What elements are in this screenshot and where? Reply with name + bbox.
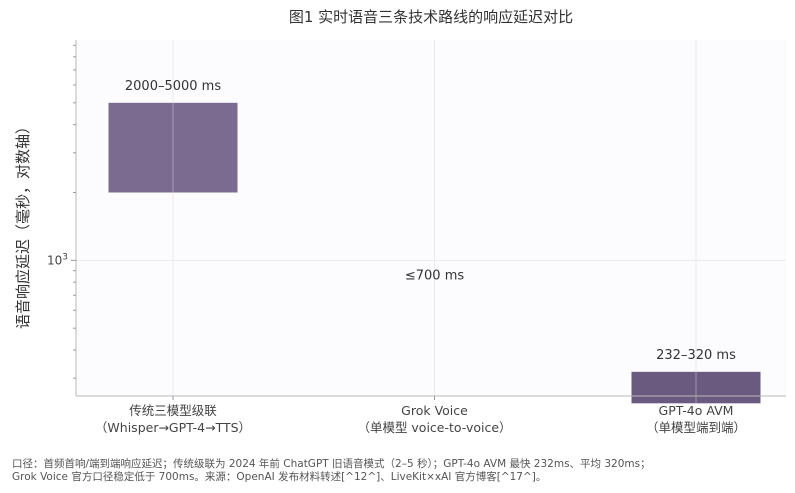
x-tick-sublabel: （单模型 voice-to-voice） [357,420,511,435]
grid [76,40,786,396]
x-tick-sublabel: （单模型端到端） [646,420,746,435]
data-labels: 2000–5000 ms ≤700 ms 232–320 ms [125,79,736,363]
y-axis-label: 语音响应延迟（毫秒，对数轴） [14,119,32,329]
chart-title: 图1 实时语音三条技术路线的响应延迟对比 [289,8,573,26]
y-tick-label: 103 [47,252,68,267]
source-note: 口径：首频首响/端到端响应延迟；传统级联为 2024 年前 ChatGPT 旧语… [12,458,782,484]
plot-area [76,40,786,396]
x-tick-sublabel: （Whisper→GPT-4→TTS） [95,420,251,435]
data-label: 2000–5000 ms [125,79,221,94]
range-bar [108,102,238,193]
data-label: 232–320 ms [656,348,736,363]
note-line-2: Grok Voice 官方口径稳定低于 700ms。来源：OpenAI 发布材料… [12,471,547,483]
x-tick-label: GPT-4o AVM [659,403,734,418]
data-label: ≤700 ms [405,268,465,283]
axes: 103 [47,40,786,400]
note-line-1: 口径：首频首响/端到端响应延迟；传统级联为 2024 年前 ChatGPT 旧语… [12,458,651,470]
x-tick-label: Grok Voice [401,403,468,418]
x-tick-label: 传统三模型级联 [129,403,217,418]
category-labels: 传统三模型级联 （Whisper→GPT-4→TTS） Grok Voice （单模型… [95,403,746,435]
